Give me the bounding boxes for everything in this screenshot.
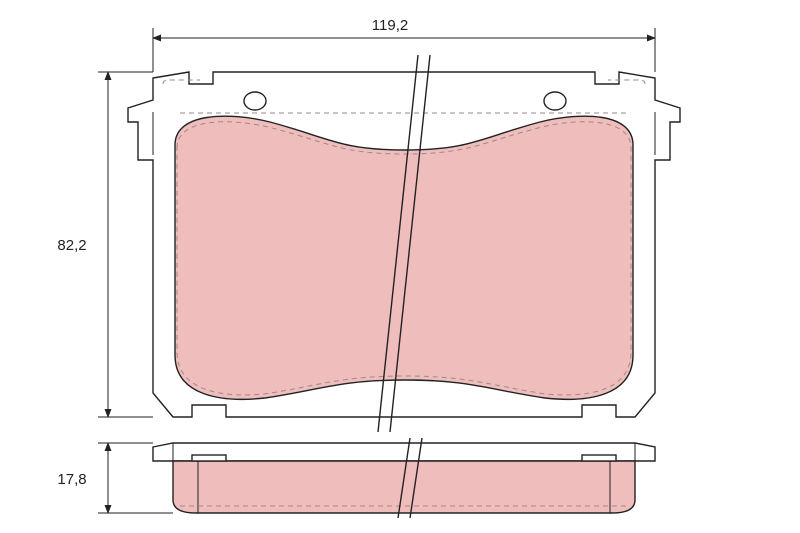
edge-plate bbox=[153, 443, 655, 461]
hole-left bbox=[244, 92, 266, 110]
technical-drawing: 119,2 82,2 17,8 bbox=[0, 0, 800, 533]
dimension-width: 119,2 bbox=[153, 17, 655, 72]
front-view bbox=[128, 55, 680, 432]
thickness-label: 17,8 bbox=[57, 471, 86, 488]
friction-pad bbox=[175, 116, 633, 399]
edge-pad bbox=[173, 461, 635, 513]
hole-right bbox=[544, 92, 566, 110]
height-label: 82,2 bbox=[57, 237, 86, 254]
width-label: 119,2 bbox=[372, 17, 408, 34]
edge-view bbox=[153, 438, 655, 518]
